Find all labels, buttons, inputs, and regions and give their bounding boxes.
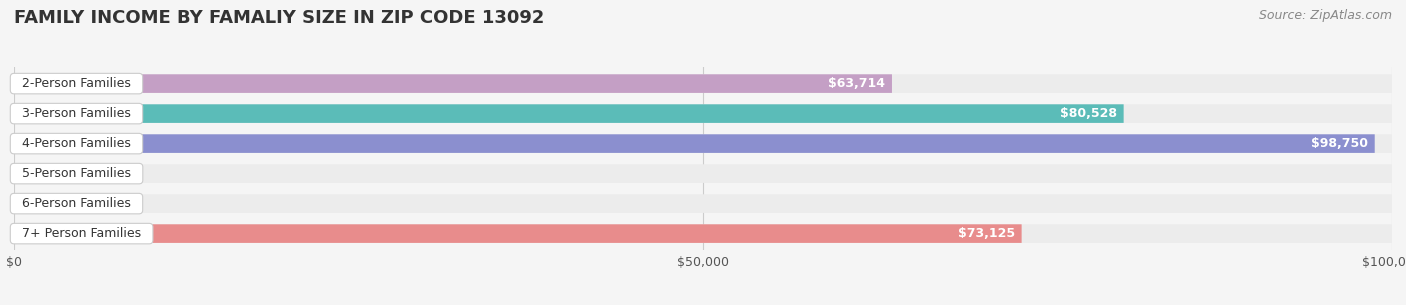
FancyBboxPatch shape: [14, 164, 1392, 183]
Text: 7+ Person Families: 7+ Person Families: [14, 227, 149, 240]
Text: 4-Person Families: 4-Person Families: [14, 137, 139, 150]
FancyBboxPatch shape: [14, 194, 48, 213]
Text: $73,125: $73,125: [957, 227, 1015, 240]
Text: Source: ZipAtlas.com: Source: ZipAtlas.com: [1258, 9, 1392, 22]
Text: 5-Person Families: 5-Person Families: [14, 167, 139, 180]
FancyBboxPatch shape: [14, 134, 1392, 153]
Text: 2-Person Families: 2-Person Families: [14, 77, 139, 90]
FancyBboxPatch shape: [14, 224, 1022, 243]
FancyBboxPatch shape: [14, 194, 1392, 213]
Text: $98,750: $98,750: [1310, 137, 1368, 150]
FancyBboxPatch shape: [14, 224, 1392, 243]
Text: $63,714: $63,714: [828, 77, 884, 90]
FancyBboxPatch shape: [14, 104, 1123, 123]
Text: 6-Person Families: 6-Person Families: [14, 197, 139, 210]
Text: $0: $0: [55, 197, 73, 210]
FancyBboxPatch shape: [14, 134, 1375, 153]
Text: $80,528: $80,528: [1060, 107, 1116, 120]
Text: $0: $0: [55, 167, 73, 180]
FancyBboxPatch shape: [14, 74, 891, 93]
FancyBboxPatch shape: [14, 104, 1392, 123]
FancyBboxPatch shape: [14, 74, 1392, 93]
FancyBboxPatch shape: [14, 164, 48, 183]
Text: 3-Person Families: 3-Person Families: [14, 107, 139, 120]
Text: FAMILY INCOME BY FAMALIY SIZE IN ZIP CODE 13092: FAMILY INCOME BY FAMALIY SIZE IN ZIP COD…: [14, 9, 544, 27]
